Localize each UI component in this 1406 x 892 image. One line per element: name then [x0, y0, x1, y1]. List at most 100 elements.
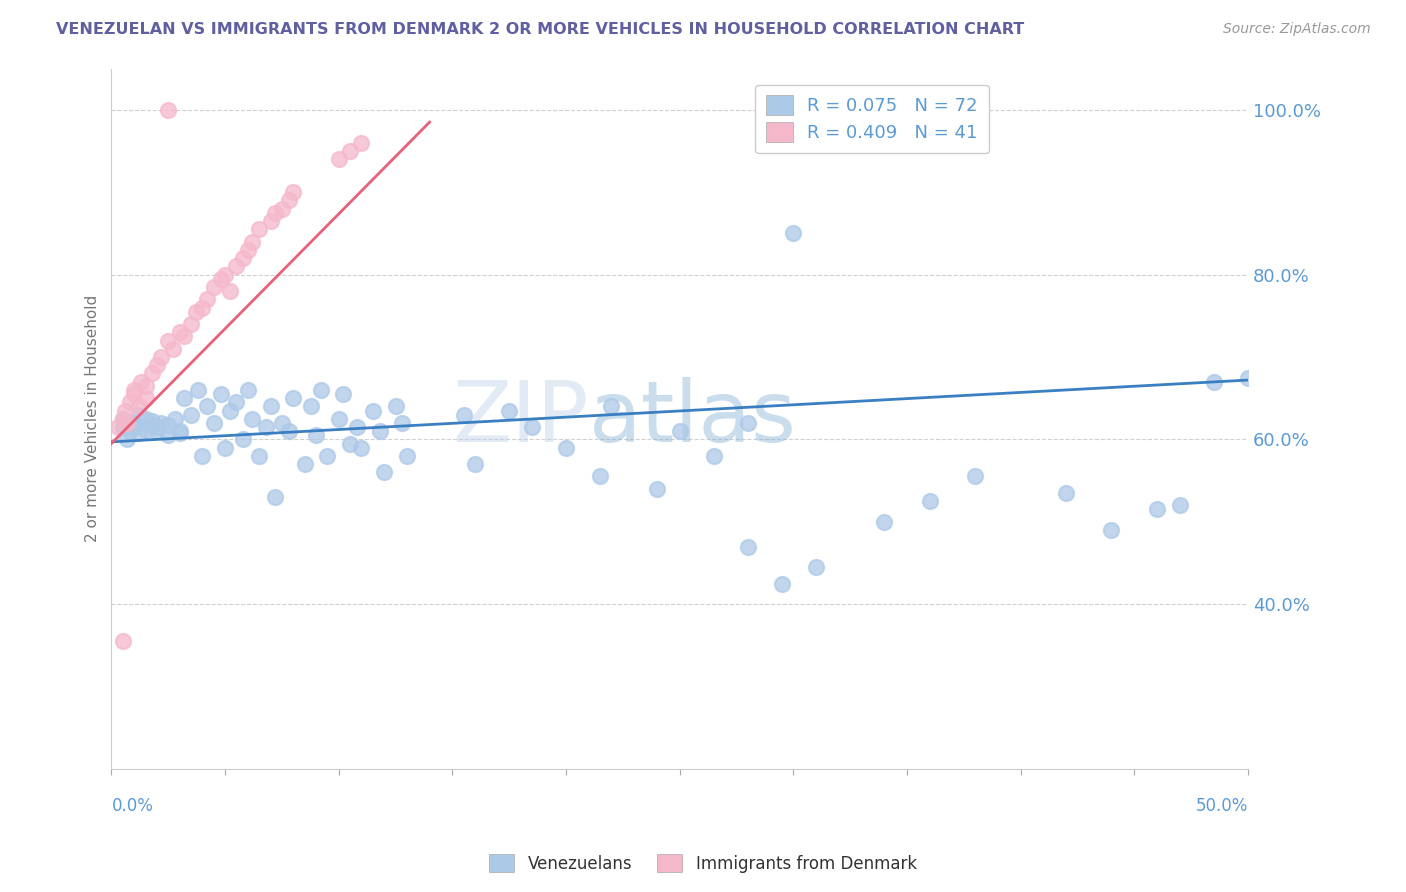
Point: [146, 424, 169, 438]
Point: [247, 449, 270, 463]
Point: [804, 560, 827, 574]
Point: [169, 424, 191, 438]
Point: [218, 403, 240, 417]
Point: [1146, 502, 1168, 516]
Point: [737, 540, 759, 554]
Point: [122, 387, 145, 401]
Point: [141, 417, 163, 432]
Point: [264, 206, 287, 220]
Point: [600, 400, 623, 414]
Point: [202, 416, 225, 430]
Point: [180, 408, 202, 422]
Point: [157, 334, 180, 348]
Point: [184, 304, 207, 318]
Point: [134, 412, 156, 426]
Point: [384, 400, 406, 414]
Point: [368, 424, 391, 438]
Point: [128, 400, 150, 414]
Point: [114, 403, 136, 417]
Point: [391, 416, 413, 430]
Point: [277, 194, 299, 208]
Point: [117, 416, 139, 430]
Point: [218, 284, 240, 298]
Point: [236, 383, 259, 397]
Text: 0.0%: 0.0%: [111, 797, 153, 815]
Point: [162, 342, 184, 356]
Point: [645, 482, 668, 496]
Point: [107, 420, 129, 434]
Point: [259, 214, 281, 228]
Point: [361, 403, 384, 417]
Point: [305, 428, 328, 442]
Point: [703, 449, 725, 463]
Point: [316, 449, 339, 463]
Point: [146, 358, 169, 372]
Point: [134, 379, 156, 393]
Point: [270, 416, 292, 430]
Point: [111, 412, 134, 426]
Point: [209, 387, 232, 401]
Point: [232, 433, 254, 447]
Point: [294, 457, 316, 471]
Text: ZIP: ZIP: [453, 377, 589, 460]
Point: [309, 383, 332, 397]
Point: [668, 424, 690, 438]
Point: [283, 391, 305, 405]
Point: [339, 436, 361, 450]
Point: [111, 420, 134, 434]
Point: [134, 391, 156, 405]
Point: [202, 280, 225, 294]
Text: atlas: atlas: [589, 377, 797, 460]
Point: [737, 416, 759, 430]
Point: [214, 268, 236, 282]
Point: [332, 387, 354, 401]
Point: [1168, 499, 1191, 513]
Point: [225, 260, 247, 274]
Point: [247, 222, 270, 236]
Point: [589, 469, 612, 483]
Legend: R = 0.075   N = 72, R = 0.409   N = 41: R = 0.075 N = 72, R = 0.409 N = 41: [755, 85, 988, 153]
Point: [157, 417, 180, 432]
Point: [122, 416, 145, 430]
Point: [146, 420, 169, 434]
Point: [111, 634, 134, 648]
Point: [1054, 486, 1077, 500]
Point: [350, 136, 373, 150]
Point: [240, 235, 263, 249]
Point: [1237, 370, 1260, 384]
Point: [191, 449, 214, 463]
Point: [1101, 523, 1123, 537]
Point: [236, 243, 259, 257]
Point: [169, 325, 191, 339]
Point: [195, 400, 218, 414]
Point: [122, 420, 145, 434]
Point: [111, 412, 134, 426]
Point: [173, 329, 195, 343]
Point: [770, 576, 793, 591]
Point: [122, 383, 145, 397]
Point: [187, 383, 209, 397]
Legend: Venezuelans, Immigrants from Denmark: Venezuelans, Immigrants from Denmark: [482, 847, 924, 880]
Point: [555, 441, 578, 455]
Point: [328, 152, 350, 166]
Point: [350, 441, 373, 455]
Point: [299, 400, 322, 414]
Point: [782, 227, 804, 241]
Point: [134, 423, 156, 437]
Point: [453, 408, 475, 422]
Point: [141, 414, 163, 428]
Point: [965, 469, 987, 483]
Point: [240, 412, 263, 426]
Point: [173, 391, 195, 405]
Point: [1202, 375, 1225, 389]
Point: [180, 317, 202, 331]
Point: [498, 403, 520, 417]
Point: [277, 424, 299, 438]
Y-axis label: 2 or more Vehicles in Household: 2 or more Vehicles in Household: [86, 295, 100, 542]
Text: 50.0%: 50.0%: [1195, 797, 1249, 815]
Point: [264, 490, 287, 504]
Point: [373, 466, 395, 480]
Point: [128, 408, 150, 422]
Text: Source: ZipAtlas.com: Source: ZipAtlas.com: [1223, 22, 1371, 37]
Point: [128, 425, 150, 440]
